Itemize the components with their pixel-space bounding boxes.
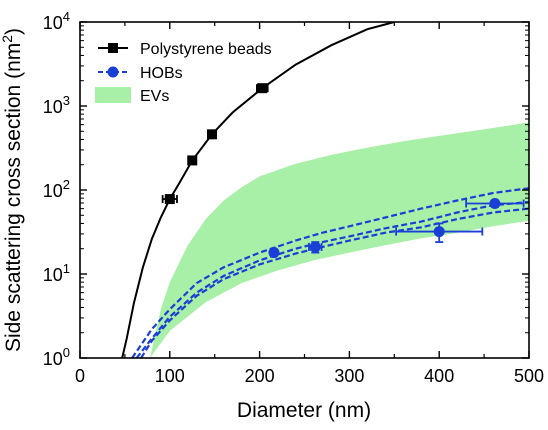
y-tick-label-exponent: 2 bbox=[63, 177, 70, 192]
polystyrene-point bbox=[187, 155, 198, 166]
y-tick-label: 100 bbox=[43, 345, 70, 369]
polystyrene-point bbox=[164, 194, 175, 205]
y-tick-label-base: 10 bbox=[43, 97, 63, 117]
y-axis-label-text: Side scattering cross section (nm bbox=[2, 43, 25, 352]
y-tick-label: 103 bbox=[43, 93, 70, 117]
x-tick-label: 300 bbox=[334, 366, 364, 386]
polystyrene-point bbox=[257, 83, 268, 94]
y-tick-label: 102 bbox=[43, 177, 70, 201]
y-tick-label-exponent: 1 bbox=[63, 261, 70, 276]
y-axis-label-superscript: 2 bbox=[0, 35, 15, 43]
y-tick-label-base: 10 bbox=[43, 349, 63, 369]
legend-label-hobs: HOBs bbox=[140, 65, 183, 82]
hobs-point bbox=[433, 226, 445, 238]
points-layer bbox=[161, 83, 525, 259]
polystyrene-point bbox=[207, 129, 218, 140]
legend-label-polystyrene: Polystyrene beads bbox=[140, 41, 272, 58]
hobs-curve bbox=[131, 187, 529, 358]
x-axis-label: Diameter (nm) bbox=[237, 399, 371, 422]
y-axis-label: Side scattering cross section (nm2) bbox=[0, 28, 25, 352]
x-tick-label: 400 bbox=[424, 366, 454, 386]
legend-label-evs: EVs bbox=[140, 88, 169, 105]
legend-swatch-evs bbox=[95, 87, 131, 103]
y-tick-label-exponent: 3 bbox=[63, 93, 70, 108]
y-tick-label: 101 bbox=[43, 261, 70, 285]
polystyrene-curve bbox=[121, 22, 395, 358]
legend-marker-circle-icon bbox=[107, 66, 119, 78]
evs-band bbox=[150, 122, 529, 358]
y-tick-label: 104 bbox=[43, 9, 70, 33]
legend-marker-square-icon bbox=[108, 43, 118, 53]
x-tick-label: 200 bbox=[245, 366, 275, 386]
y-tick-label-exponent: 0 bbox=[63, 345, 70, 360]
hobs-point bbox=[489, 198, 501, 210]
evs-area-layer bbox=[150, 122, 529, 358]
x-tick-label: 0 bbox=[75, 366, 85, 386]
x-tick-label: 500 bbox=[514, 366, 544, 386]
x-tick-label: 100 bbox=[155, 366, 185, 386]
y-tick-label-exponent: 4 bbox=[63, 9, 70, 24]
y-tick-label-base: 10 bbox=[43, 265, 63, 285]
y-tick-label-base: 10 bbox=[43, 13, 63, 33]
legend: Polystyrene beads HOBs EVs bbox=[95, 41, 272, 105]
hobs-curve bbox=[140, 207, 529, 358]
y-tick-label-base: 10 bbox=[43, 181, 63, 201]
hobs-point bbox=[268, 247, 280, 259]
y-axis-label-close: ) bbox=[2, 28, 25, 35]
hobs-point bbox=[309, 241, 321, 253]
